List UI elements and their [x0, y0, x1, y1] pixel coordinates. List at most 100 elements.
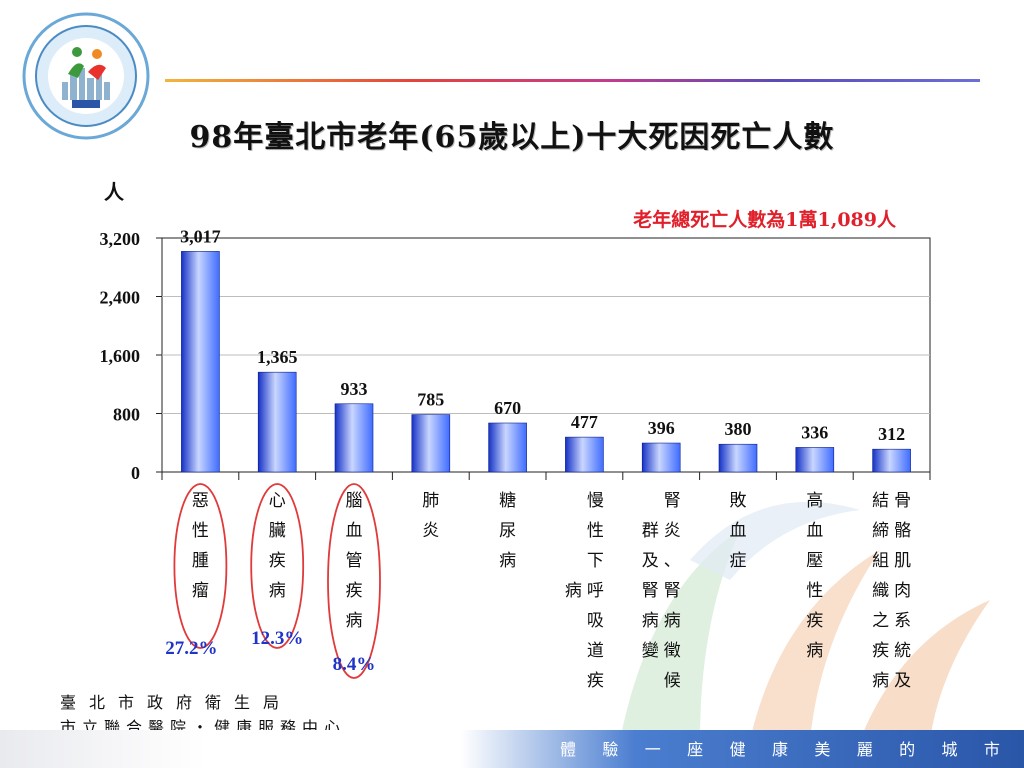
category-char: 疾	[587, 671, 604, 690]
y-tick-label: 1,600	[100, 346, 141, 366]
total-deaths-note: 老年總死亡人數為1萬1,089人	[633, 209, 896, 231]
header-rainbow-line	[165, 79, 980, 82]
category-char: 疾	[346, 581, 363, 600]
slogan-char: 麗	[856, 740, 873, 759]
category-char: 、	[664, 551, 681, 570]
slogan-char: 體	[560, 740, 577, 759]
category-label: 糖尿病	[499, 491, 516, 570]
y-tick-label: 2,400	[100, 288, 141, 308]
slogan-char: 座	[687, 740, 704, 759]
category-char: 骼	[894, 521, 911, 540]
category-char: 炎	[422, 521, 439, 540]
category-char: 骨	[894, 491, 911, 510]
city-slogan: 體驗一座健康美麗的城市	[560, 736, 1000, 760]
category-char: 腦	[346, 491, 363, 510]
bar	[565, 436, 604, 473]
bar	[334, 403, 374, 473]
category-char: 腎	[664, 491, 681, 510]
highlight-ellipse	[173, 483, 228, 649]
category-char: 之	[872, 611, 889, 630]
category-char: 疾	[269, 551, 286, 570]
category-char: 組	[872, 551, 889, 570]
category-char: 病	[806, 641, 823, 660]
bar-value-label: 336	[801, 422, 828, 442]
category-char: 病	[499, 551, 516, 570]
bar-value-label: 396	[648, 418, 675, 438]
bar-value-label: 312	[878, 424, 905, 444]
category-char: 候	[664, 671, 681, 690]
bar-value-label: 1,365	[257, 347, 298, 367]
category-char: 病	[664, 611, 681, 630]
bar	[181, 251, 220, 473]
bar	[872, 448, 911, 473]
health-bureau-logo	[22, 12, 150, 140]
percentage-label: 12.3%	[251, 628, 303, 649]
footer-bar	[0, 730, 1024, 768]
category-char: 臟	[269, 521, 286, 540]
category-char: 腎	[664, 581, 681, 600]
category-char: 尿	[499, 521, 516, 540]
category-char: 瘤	[192, 581, 209, 600]
bar-value-label: 3,017	[180, 226, 221, 246]
category-char: 結	[872, 491, 889, 510]
category-char: 病	[642, 611, 659, 630]
category-label: 敗血症	[730, 491, 747, 570]
percentage-label: 27.2%	[165, 638, 217, 659]
category-char: 症	[730, 551, 747, 570]
category-char: 道	[587, 641, 604, 660]
slogan-char: 康	[771, 740, 788, 759]
bar-value-label: 477	[571, 412, 598, 432]
bar-value-label: 933	[341, 379, 368, 399]
category-char: 壓	[806, 551, 823, 570]
slogan-char: 美	[814, 740, 831, 759]
category-char: 群	[642, 521, 659, 540]
bar	[641, 442, 681, 473]
slogan-char: 的	[899, 740, 916, 759]
category-char: 惡	[192, 491, 209, 510]
category-char: 締	[872, 521, 889, 540]
category-char: 慢	[587, 490, 604, 510]
chart-title: 98年臺北市老年(65歲以上)十大死因死亡人數	[189, 120, 835, 155]
category-char: 心	[269, 491, 286, 510]
category-char: 徵	[664, 641, 681, 660]
category-char: 敗	[730, 491, 747, 510]
category-char: 腎	[642, 581, 659, 600]
background-decoration	[620, 501, 990, 740]
highlight-ellipse	[250, 483, 305, 649]
bar	[718, 443, 758, 473]
category-char: 肉	[894, 581, 911, 600]
category-char: 統	[894, 641, 911, 660]
slogan-char: 驗	[602, 740, 619, 759]
category-char: 炎	[664, 521, 681, 540]
category-char: 性	[587, 521, 604, 540]
bar	[488, 422, 527, 473]
category-char: 吸	[587, 611, 604, 630]
category-char: 病	[269, 581, 286, 600]
category-char: 高	[806, 491, 823, 510]
organization-line-1: 臺北市政府衛生局	[60, 693, 293, 712]
slogan-char: 一	[644, 740, 661, 759]
category-char: 下	[587, 551, 604, 570]
category-char: 血	[806, 521, 823, 540]
category-char: 呼	[587, 581, 604, 600]
category-char: 及	[894, 671, 911, 690]
y-tick-label: 0	[131, 463, 140, 483]
category-char: 血	[346, 521, 363, 540]
category-char: 病	[565, 581, 582, 600]
category-char: 疾	[872, 641, 889, 660]
bar	[411, 414, 451, 473]
category-char: 肌	[894, 551, 911, 570]
slogan-char: 城	[941, 740, 958, 759]
bar	[257, 371, 297, 473]
y-tick-label: 3,200	[100, 229, 141, 249]
bar	[795, 447, 835, 473]
slogan-char: 市	[983, 740, 1000, 759]
bar-value-label: 380	[725, 419, 752, 439]
